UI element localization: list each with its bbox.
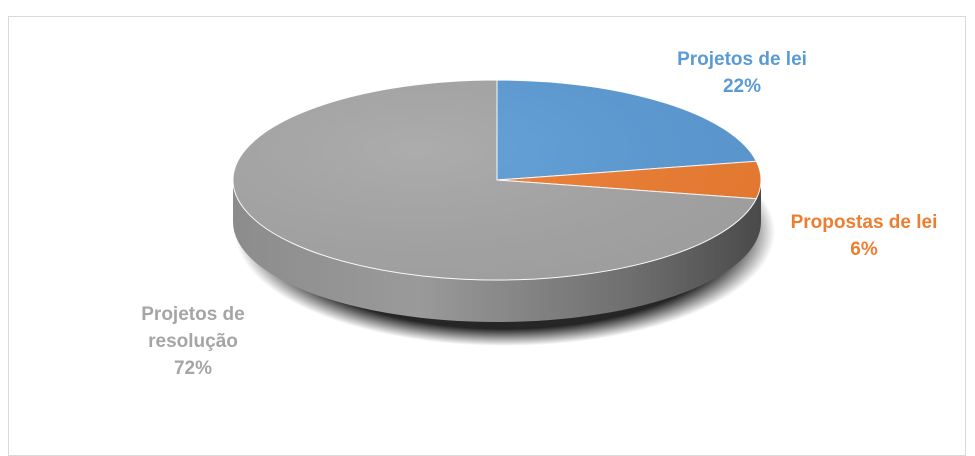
- data-label-name: Projetos de lei: [677, 49, 807, 70]
- data-label-projetos-de-lei: Projetos de lei 22%: [677, 49, 807, 97]
- data-label-percent: 22%: [723, 76, 761, 97]
- data-label-propostas-de-lei: Propostas de lei 6%: [791, 212, 938, 260]
- data-label-name: Propostas de lei: [791, 212, 938, 233]
- data-label-percent: 6%: [850, 239, 878, 260]
- data-label-name: Projetos de: [141, 304, 244, 325]
- pie-sides: [233, 180, 761, 322]
- data-label-projetos-de-resolucao: Projetos de resolução 72%: [141, 304, 244, 379]
- data-label-name: resolução: [148, 331, 238, 352]
- pie-slices: [232, 79, 762, 281]
- pie-labels: Projetos de lei 22% Propostas de lei 6% Proj…: [141, 49, 937, 379]
- pie-side-wall: [233, 180, 761, 322]
- data-label-percent: 72%: [174, 358, 212, 379]
